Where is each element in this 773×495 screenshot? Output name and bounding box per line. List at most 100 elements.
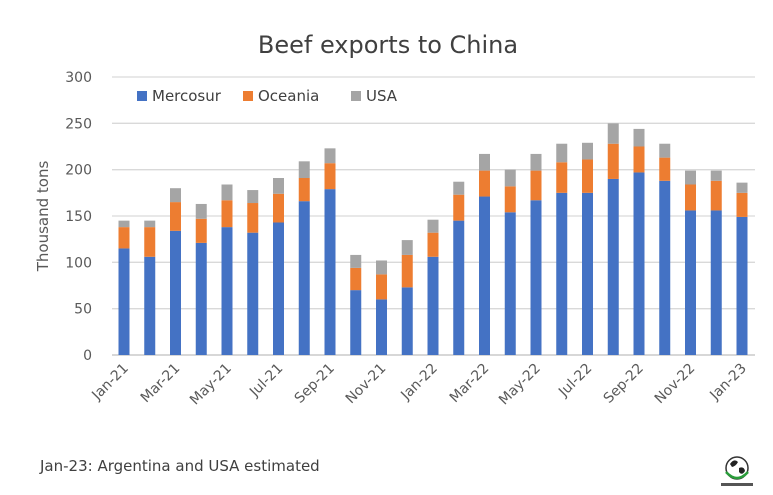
bar-oceania-Jun-21 [247,203,259,233]
bar-usa-Dec-22 [710,170,722,181]
bar-usa-Feb-21 [144,220,156,228]
legend: Mercosur Oceania USA [137,87,398,105]
bar-oceania-Dec-22 [710,180,722,211]
x-tick-label: Jan-23 [706,361,749,404]
y-tick-label: 0 [83,348,92,364]
bar-mercosur-Jan-23 [736,216,748,355]
bar-mercosur-Oct-21 [350,290,362,355]
x-tick-label: Mar-22 [447,361,493,407]
y-tick-label: 250 [65,116,92,132]
bar-mercosur-May-22 [530,200,542,355]
bar-oceania-Mar-22 [479,170,490,197]
bar-mercosur-Nov-22 [685,210,696,355]
bar-usa-Jan-23 [736,182,748,193]
y-tick-label: 300 [65,70,92,86]
bar-oceania-Jan-22 [427,232,439,257]
chart-title: Beef exports to China [258,31,518,59]
bar-mercosur-Sep-21 [324,189,336,355]
x-tick-label: Jan-21 [88,361,131,404]
x-tick-label: Nov-22 [652,361,699,408]
legend-swatch-usa [351,91,361,101]
bar-usa-May-21 [221,184,233,201]
x-tick-label: Nov-21 [343,361,390,408]
y-axis-label: Thousand tons [34,161,52,273]
bar-usa-Sep-22 [633,128,645,147]
x-tick-label: Jul-21 [246,361,286,401]
logo [721,456,753,486]
bar-oceania-Sep-22 [633,146,645,173]
bars [118,123,748,355]
bar-mercosur-May-21 [221,227,233,355]
bar-mercosur-Apr-22 [504,212,516,355]
bar-mercosur-Oct-22 [659,180,671,355]
bar-mercosur-Aug-22 [607,178,619,355]
bar-usa-Jun-22 [556,143,568,163]
bar-mercosur-Jan-21 [118,248,130,355]
bar-oceania-Oct-21 [350,267,362,291]
bar-usa-Nov-22 [685,170,696,185]
bar-usa-Oct-21 [350,254,362,268]
x-tick-label: Sep-22 [601,361,647,407]
bar-mercosur-Dec-21 [401,287,413,355]
bar-usa-Nov-21 [376,260,387,275]
bar-oceania-Sep-21 [324,163,336,190]
footnote: Jan-23: Argentina and USA estimated [40,457,320,475]
bar-oceania-Jan-21 [118,227,130,249]
bar-mercosur-Mar-21 [170,230,181,355]
bar-usa-Aug-21 [298,161,310,179]
bar-usa-May-22 [530,153,542,171]
y-axis-ticks: 0 50 100 150 200 250 300 [65,70,92,364]
bar-mercosur-Dec-22 [710,210,722,355]
bar-mercosur-Apr-21 [195,242,207,355]
y-tick-label: 200 [65,163,92,179]
bar-mercosur-Feb-22 [453,220,465,355]
bar-oceania-Jul-21 [273,193,284,223]
bar-oceania-Feb-22 [453,194,465,221]
bar-mercosur-Jan-22 [427,256,439,355]
bar-usa-Oct-22 [659,143,671,158]
x-tick-label: Mar-21 [138,361,184,407]
legend-swatch-mercosur [137,91,147,101]
bar-oceania-Aug-22 [607,143,619,179]
bar-oceania-Nov-22 [685,184,696,211]
bar-usa-Jan-22 [427,219,439,233]
bar-oceania-Jul-22 [582,159,593,193]
bar-oceania-Dec-21 [401,254,413,288]
bar-usa-Jul-22 [582,142,593,160]
bar-oceania-Oct-22 [659,157,671,181]
bar-oceania-Mar-21 [170,202,181,231]
bar-usa-Mar-22 [479,153,490,171]
y-tick-label: 100 [65,255,92,271]
legend-label-usa: USA [366,87,398,105]
bar-oceania-Jan-23 [736,192,748,217]
bar-mercosur-Mar-22 [479,196,490,355]
bar-usa-Sep-21 [324,148,336,164]
x-tick-label: Jul-22 [555,361,595,401]
bar-usa-Jun-21 [247,190,259,204]
bar-usa-Dec-21 [401,240,413,255]
bar-usa-Feb-22 [453,181,465,195]
bar-usa-Apr-21 [195,203,207,219]
y-tick-label: 50 [74,302,92,318]
x-tick-label: Sep-21 [292,361,338,407]
bar-usa-Jan-21 [118,220,130,228]
bar-mercosur-Aug-21 [298,201,310,355]
bar-usa-Jul-21 [273,178,284,194]
bar-oceania-Apr-22 [504,186,516,213]
legend-label-mercosur: Mercosur [152,87,222,105]
bar-mercosur-Jun-22 [556,192,568,355]
bar-oceania-May-21 [221,200,233,228]
x-tick-label: May-21 [187,361,235,409]
bar-mercosur-Jul-22 [582,192,593,355]
bar-usa-Apr-22 [504,169,516,187]
bar-usa-Mar-21 [170,188,181,203]
bar-mercosur-Jun-21 [247,232,259,355]
bar-oceania-Aug-21 [298,178,310,202]
legend-label-oceania: Oceania [258,87,319,105]
bar-mercosur-Sep-22 [633,172,645,355]
bar-oceania-Nov-21 [376,274,387,300]
bar-mercosur-Nov-21 [376,299,387,355]
x-tick-label: Jan-22 [397,361,440,404]
x-axis-ticks: Jan-21 Mar-21 May-21 Jul-21 Sep-21 Nov-21 Jan-… [88,361,749,409]
